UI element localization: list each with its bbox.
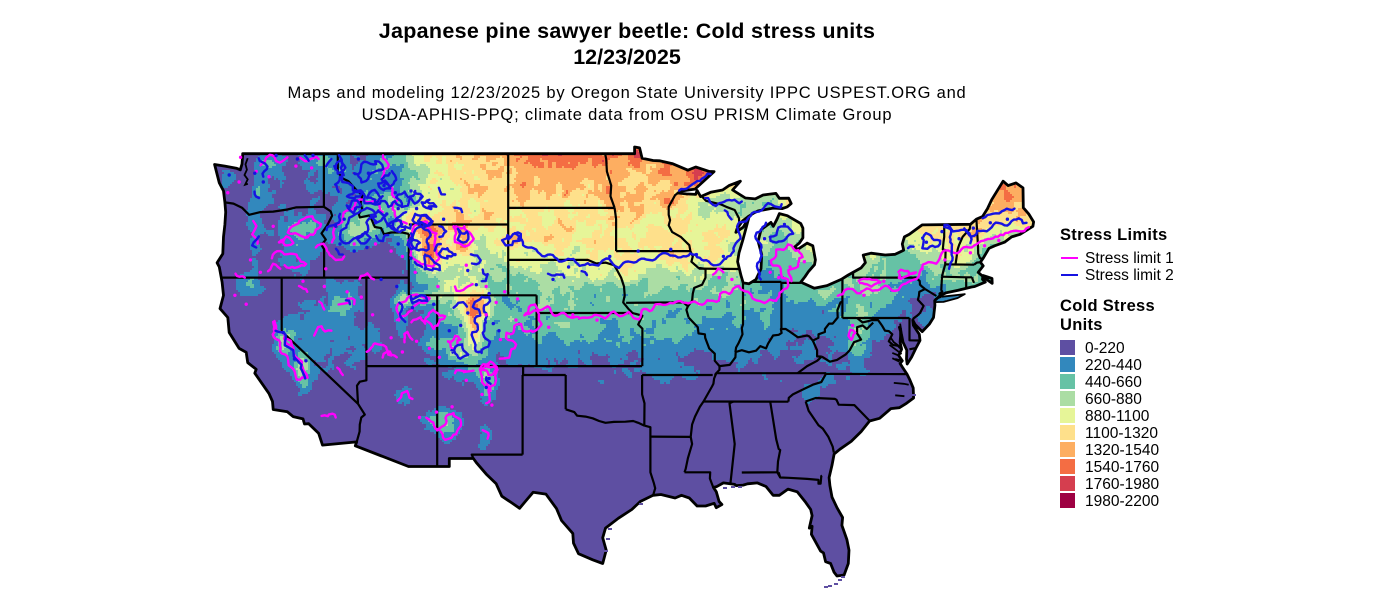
- svg-text:1540-1760: 1540-1760: [1085, 459, 1160, 476]
- svg-text:1320-1540: 1320-1540: [1085, 442, 1160, 459]
- svg-text:Stress limit 2: Stress limit 2: [1085, 267, 1174, 284]
- svg-text:Maps and modeling 12/23/2025 b: Maps and modeling 12/23/2025 by Oregon S…: [287, 84, 966, 102]
- svg-text:1980-2200: 1980-2200: [1085, 493, 1160, 510]
- svg-text:1100-1320: 1100-1320: [1085, 425, 1158, 442]
- svg-text:Stress limit 1: Stress limit 1: [1085, 250, 1174, 267]
- svg-text:12/23/2025: 12/23/2025: [573, 45, 681, 69]
- svg-text:0-220: 0-220: [1085, 340, 1125, 357]
- svg-text:660-880: 660-880: [1085, 391, 1142, 408]
- svg-text:Cold Stress: Cold Stress: [1060, 297, 1155, 315]
- svg-text:220-440: 220-440: [1085, 357, 1142, 374]
- svg-text:1760-1980: 1760-1980: [1085, 476, 1160, 493]
- svg-text:Stress Limits: Stress Limits: [1060, 226, 1168, 244]
- svg-text:Units: Units: [1060, 316, 1103, 334]
- svg-text:880-1100: 880-1100: [1085, 408, 1150, 425]
- svg-text:Japanese pine sawyer beetle: C: Japanese pine sawyer beetle: Cold stress…: [379, 19, 876, 43]
- svg-text:440-660: 440-660: [1085, 374, 1142, 391]
- svg-text:USDA-APHIS-PPQ; climate data f: USDA-APHIS-PPQ; climate data from OSU PR…: [362, 106, 893, 124]
